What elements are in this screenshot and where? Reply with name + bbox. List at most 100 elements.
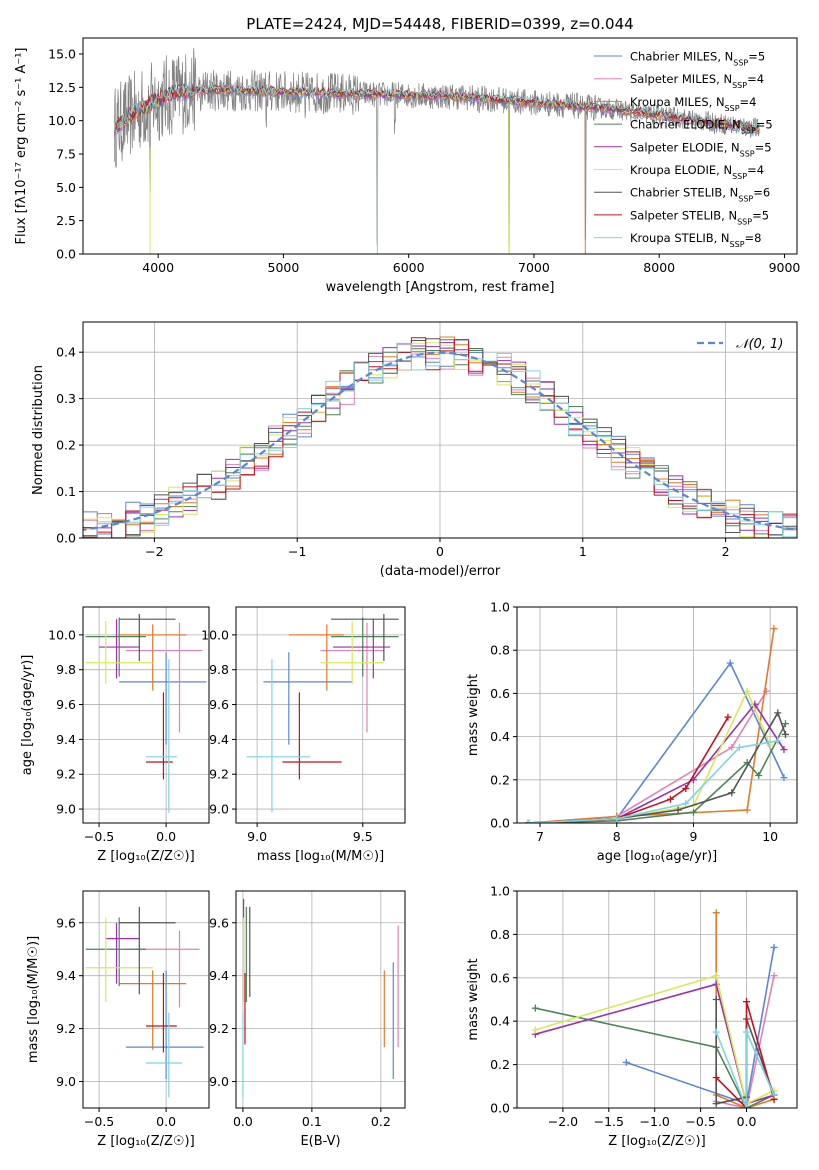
y-tick-label: 9.0 <box>56 802 76 817</box>
x-tick-label: −1.0 <box>640 1114 670 1129</box>
mass-weight-marker <box>780 746 788 754</box>
mass-weight-marker <box>682 800 690 808</box>
x-tick-label: 0.0 <box>737 1114 757 1129</box>
legend-entry: 𝒩(0, 1) <box>736 337 783 352</box>
x-tick-label: −0.5 <box>84 1114 114 1129</box>
y-tick-label: 0.2 <box>490 772 510 787</box>
y-tick-label: 10.0 <box>201 627 229 642</box>
x-axis-label: E(B-V) <box>300 1134 340 1149</box>
mass-weight-vs-metallicity-panel: −2.0 −1.5 −1.0 −0.5 0.0 0.0 0.2 0.4 0.6 0.8 1.0 Z [… <box>466 884 798 1149</box>
x-tick-label: 0.2 <box>371 1114 391 1129</box>
y-tick-label: 0.8 <box>490 927 510 942</box>
legend-count: =8 <box>745 231 762 245</box>
x-tick-label: −1 <box>288 544 306 559</box>
age-vs-mass-panel: 9.0 9.5 9.0 9.2 9.4 9.6 9.8 10.0 mass [log₁₀(M/M… <box>201 606 406 864</box>
mass-weight-marker <box>712 909 720 917</box>
mass-weight-marker <box>666 795 674 803</box>
legend-entry: Kroupa ELODIE, NSSP=4 <box>630 163 764 181</box>
y-tick-label: 0.0 <box>56 247 76 262</box>
residuals-panel: −2 −1 0 1 2 0.0 0.1 0.2 0.3 0.4 (data-model)/error… <box>31 321 798 579</box>
y-tick-label: 2.5 <box>56 213 76 228</box>
mass-weight-marker <box>525 819 533 823</box>
legend-entry: Chabrier STELIB, NSSP=6 <box>630 186 770 204</box>
y-tick-label: 9.2 <box>209 1021 229 1036</box>
legend-count: =5 <box>756 118 773 132</box>
plot-area <box>113 48 760 254</box>
age-vs-metallicity-panel: −0.5 0.0 9.0 9.2 9.4 9.6 9.8 10.0 Z [log₁₀(Z/Z☉)… <box>20 606 210 864</box>
y-tick-label: 0.0 <box>490 1101 510 1116</box>
plot-area <box>531 909 778 1108</box>
x-axis-label: Z [log₁₀(Z/Z☉)] <box>97 1134 194 1149</box>
legend-subscript: SSP <box>741 126 756 135</box>
x-tick-label: 1 <box>579 544 587 559</box>
axes-frame <box>82 37 798 255</box>
y-tick-label: 9.2 <box>56 767 76 782</box>
residual-histogram-line <box>83 338 797 538</box>
axes-frame <box>235 606 406 824</box>
x-tick-label: 9000 <box>769 260 801 275</box>
mass-weight-marker <box>613 815 621 823</box>
x-tick-label: 0.0 <box>233 1114 253 1129</box>
y-axis-label: age [log₁₀(age/yr)] <box>20 655 35 776</box>
legend-subscript: SSP <box>732 81 747 90</box>
mass-weight-vs-age-panel: 7 8 9 10 0.0 0.2 0.4 0.6 0.8 1.0 age [log₁₀(age/yr… <box>466 600 798 864</box>
x-tick-label: 6000 <box>393 260 425 275</box>
legend-subscript: SSP <box>732 172 747 181</box>
plot-area <box>85 906 204 1098</box>
x-tick-label: −0.5 <box>685 1114 715 1129</box>
mass-weight-marker <box>712 1100 720 1108</box>
axes-frame <box>235 890 406 1109</box>
x-axis-label: Z [log₁₀(Z/Z☉)] <box>608 1134 705 1149</box>
chart-title: PLATE=2424, MJD=54448, FIBERID=0399, z=0… <box>246 15 633 33</box>
y-tick-label: 9.4 <box>56 732 76 747</box>
x-tick-label: 0.0 <box>156 1114 176 1129</box>
x-tick-label: 9.5 <box>353 829 373 844</box>
mass-weight-marker <box>743 1028 751 1036</box>
legend-count: =4 <box>740 95 757 109</box>
x-tick-label: 8 <box>613 829 621 844</box>
mass-weight-marker <box>728 789 736 797</box>
axes-frame <box>516 606 798 824</box>
mass-weight-line <box>528 723 787 823</box>
y-axis-label: mass weight <box>466 674 481 756</box>
mass-weight-marker <box>726 659 734 667</box>
mass-weight-marker <box>689 808 697 816</box>
y-tick-label: 0.8 <box>490 643 510 658</box>
legend-count: =5 <box>755 140 772 154</box>
y-tick-label: 9.0 <box>56 1074 76 1089</box>
y-axis-label: Normed distribution <box>31 365 46 495</box>
legend-entry: Salpeter STELIB, NSSP=5 <box>630 208 769 226</box>
mass-weight-marker <box>743 687 751 695</box>
mass-weight-marker <box>743 998 751 1006</box>
legend-count: =4 <box>747 72 764 86</box>
x-axis-label: Z [log₁₀(Z/Z☉)] <box>97 849 194 864</box>
legend-subscript: SSP <box>738 194 753 203</box>
legend-entry: Kroupa STELIB, NSSP=8 <box>630 231 761 249</box>
mass-vs-extinction-panel: 0.0 0.1 0.2 9.0 9.2 9.4 9.6 E(B-V) <box>209 890 406 1149</box>
y-tick-label: 10.0 <box>48 113 76 128</box>
y-tick-label: 5.0 <box>56 180 76 195</box>
x-tick-label: 0 <box>436 544 444 559</box>
y-tick-label: 12.5 <box>48 80 76 95</box>
x-tick-label: 4000 <box>142 260 174 275</box>
model-spectrum-line <box>113 81 760 132</box>
y-tick-label: 9.4 <box>209 732 229 747</box>
mass-weight-marker <box>712 1074 720 1082</box>
plot-area <box>85 613 207 813</box>
x-axis-label: age [log₁₀(age/yr)] <box>597 849 718 864</box>
x-tick-label: −0.5 <box>84 829 114 844</box>
mass-weight-line <box>535 1007 775 1108</box>
y-tick-label: 0.2 <box>490 1057 510 1072</box>
mass-weight-marker <box>770 972 778 980</box>
x-tick-label: 0.0 <box>156 829 176 844</box>
y-tick-label: 9.8 <box>56 662 76 677</box>
y-tick-label: 0.6 <box>490 970 510 985</box>
legend-count: =6 <box>753 186 770 200</box>
mass-weight-marker <box>770 1091 778 1099</box>
mass-weight-marker <box>531 1004 539 1012</box>
y-tick-label: 0.0 <box>490 816 510 831</box>
x-axis-label: mass [log₁₀(M/M☉)] <box>257 849 384 864</box>
x-tick-label: 8000 <box>643 260 675 275</box>
y-tick-label: 1.0 <box>490 884 510 899</box>
